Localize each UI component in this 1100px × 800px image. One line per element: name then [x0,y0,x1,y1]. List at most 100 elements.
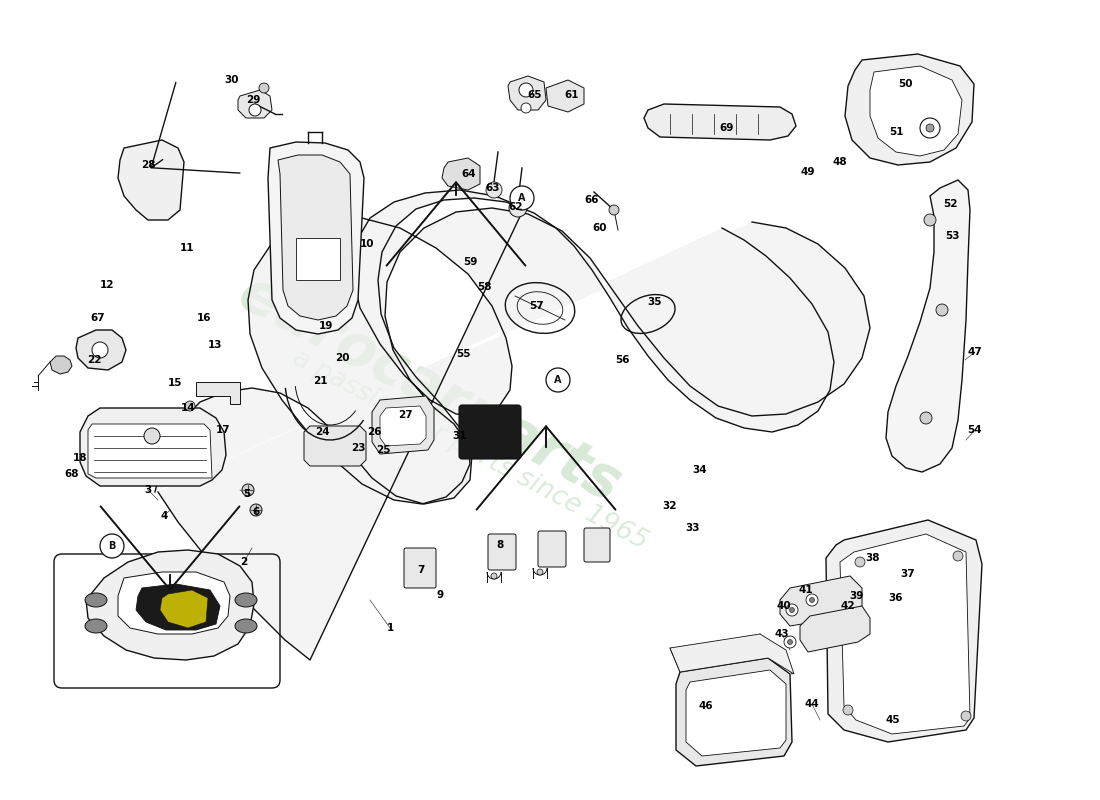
Circle shape [510,186,534,210]
Polygon shape [670,634,794,674]
Text: 13: 13 [208,340,222,350]
Polygon shape [118,140,184,220]
Text: 48: 48 [833,157,847,167]
Circle shape [806,594,818,606]
Polygon shape [196,382,240,404]
Polygon shape [268,142,364,334]
Text: 4: 4 [161,511,167,521]
Text: 11: 11 [179,243,195,253]
Circle shape [519,83,534,97]
Polygon shape [780,576,862,626]
Text: 27: 27 [398,410,412,420]
Ellipse shape [85,619,107,633]
Text: 61: 61 [564,90,580,100]
Text: 2: 2 [241,557,248,567]
Text: 7: 7 [417,565,425,575]
Text: 10: 10 [360,239,374,249]
Polygon shape [442,158,480,190]
Text: 67: 67 [90,313,106,323]
Ellipse shape [235,619,257,633]
Circle shape [144,428,159,444]
Polygon shape [296,238,340,280]
Text: 59: 59 [463,257,477,267]
Circle shape [521,103,531,113]
Circle shape [486,182,502,198]
Polygon shape [304,426,366,466]
Circle shape [537,569,543,575]
Text: 52: 52 [943,199,957,209]
Text: 19: 19 [319,321,333,331]
Circle shape [920,118,940,138]
Polygon shape [379,406,426,446]
Text: 43: 43 [774,629,790,639]
Text: 64: 64 [462,169,476,179]
Circle shape [786,604,798,616]
Text: 66: 66 [585,195,600,205]
Text: 69: 69 [719,123,734,133]
Text: 3: 3 [144,485,152,495]
Circle shape [509,199,527,217]
Circle shape [784,636,796,648]
Polygon shape [238,90,272,118]
Circle shape [249,104,261,116]
FancyBboxPatch shape [538,531,566,567]
Text: A: A [554,375,562,385]
Circle shape [961,711,971,721]
Circle shape [953,551,962,561]
Circle shape [926,124,934,132]
Text: A: A [518,193,526,203]
Text: 25: 25 [376,445,390,455]
Text: 17: 17 [216,425,230,435]
Circle shape [790,607,794,613]
Circle shape [185,401,195,411]
Polygon shape [686,670,786,756]
Text: 55: 55 [455,349,471,359]
Polygon shape [118,572,230,634]
Text: 12: 12 [100,280,114,290]
Circle shape [258,83,270,93]
Text: 56: 56 [615,355,629,365]
Text: 20: 20 [334,353,350,363]
Text: 54: 54 [968,425,982,435]
FancyBboxPatch shape [459,405,521,459]
Text: 31: 31 [453,431,468,441]
Text: 58: 58 [476,282,492,292]
Polygon shape [676,658,792,766]
Text: 26: 26 [366,427,382,437]
Text: 41: 41 [799,585,813,595]
Text: 53: 53 [945,231,959,241]
Polygon shape [644,104,796,140]
Polygon shape [870,66,962,156]
Circle shape [843,705,852,715]
Polygon shape [546,80,584,112]
Circle shape [609,205,619,215]
Circle shape [920,412,932,424]
Polygon shape [160,590,208,628]
Polygon shape [155,190,870,660]
Text: 34: 34 [693,465,707,475]
Text: 21: 21 [312,376,328,386]
Text: 36: 36 [889,593,903,603]
Ellipse shape [85,593,107,607]
Text: 1: 1 [386,623,394,633]
Text: 15: 15 [167,378,183,388]
Text: 30: 30 [224,75,240,85]
Text: 8: 8 [496,540,504,550]
Polygon shape [840,534,970,734]
Polygon shape [76,330,126,370]
Text: 57: 57 [530,301,544,311]
Text: 24: 24 [315,427,329,437]
Polygon shape [86,550,254,660]
Text: 45: 45 [886,715,900,725]
Text: 14: 14 [180,403,196,413]
Circle shape [936,304,948,316]
Text: 62: 62 [508,202,524,212]
Text: eurocarparts: eurocarparts [229,265,631,515]
Text: 38: 38 [866,553,880,563]
Text: 42: 42 [840,601,856,611]
FancyBboxPatch shape [584,528,610,562]
Polygon shape [278,155,353,320]
Circle shape [242,484,254,496]
Text: 49: 49 [801,167,815,177]
Text: 37: 37 [901,569,915,579]
